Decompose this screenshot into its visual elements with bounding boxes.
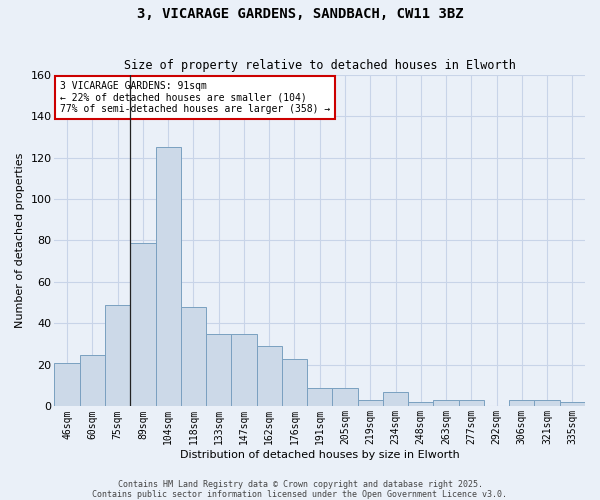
Bar: [535, 400, 560, 406]
Text: 3 VICARAGE GARDENS: 91sqm
← 22% of detached houses are smaller (104)
77% of semi: 3 VICARAGE GARDENS: 91sqm ← 22% of detac…: [60, 81, 330, 114]
Bar: [206, 334, 232, 406]
Title: Size of property relative to detached houses in Elworth: Size of property relative to detached ho…: [124, 59, 515, 72]
Bar: [232, 334, 257, 406]
Bar: [560, 402, 585, 406]
Bar: [80, 354, 105, 406]
Bar: [155, 147, 181, 406]
Bar: [433, 400, 458, 406]
Bar: [383, 392, 408, 406]
Bar: [458, 400, 484, 406]
Bar: [181, 307, 206, 406]
Bar: [332, 388, 358, 406]
Bar: [509, 400, 535, 406]
Bar: [282, 358, 307, 406]
Bar: [307, 388, 332, 406]
Text: Contains HM Land Registry data © Crown copyright and database right 2025.
Contai: Contains HM Land Registry data © Crown c…: [92, 480, 508, 499]
Bar: [358, 400, 383, 406]
Bar: [408, 402, 433, 406]
Bar: [105, 305, 130, 406]
Bar: [257, 346, 282, 406]
Y-axis label: Number of detached properties: Number of detached properties: [15, 153, 25, 328]
Text: 3, VICARAGE GARDENS, SANDBACH, CW11 3BZ: 3, VICARAGE GARDENS, SANDBACH, CW11 3BZ: [137, 8, 463, 22]
Bar: [55, 363, 80, 406]
Bar: [130, 242, 155, 406]
X-axis label: Distribution of detached houses by size in Elworth: Distribution of detached houses by size …: [180, 450, 460, 460]
